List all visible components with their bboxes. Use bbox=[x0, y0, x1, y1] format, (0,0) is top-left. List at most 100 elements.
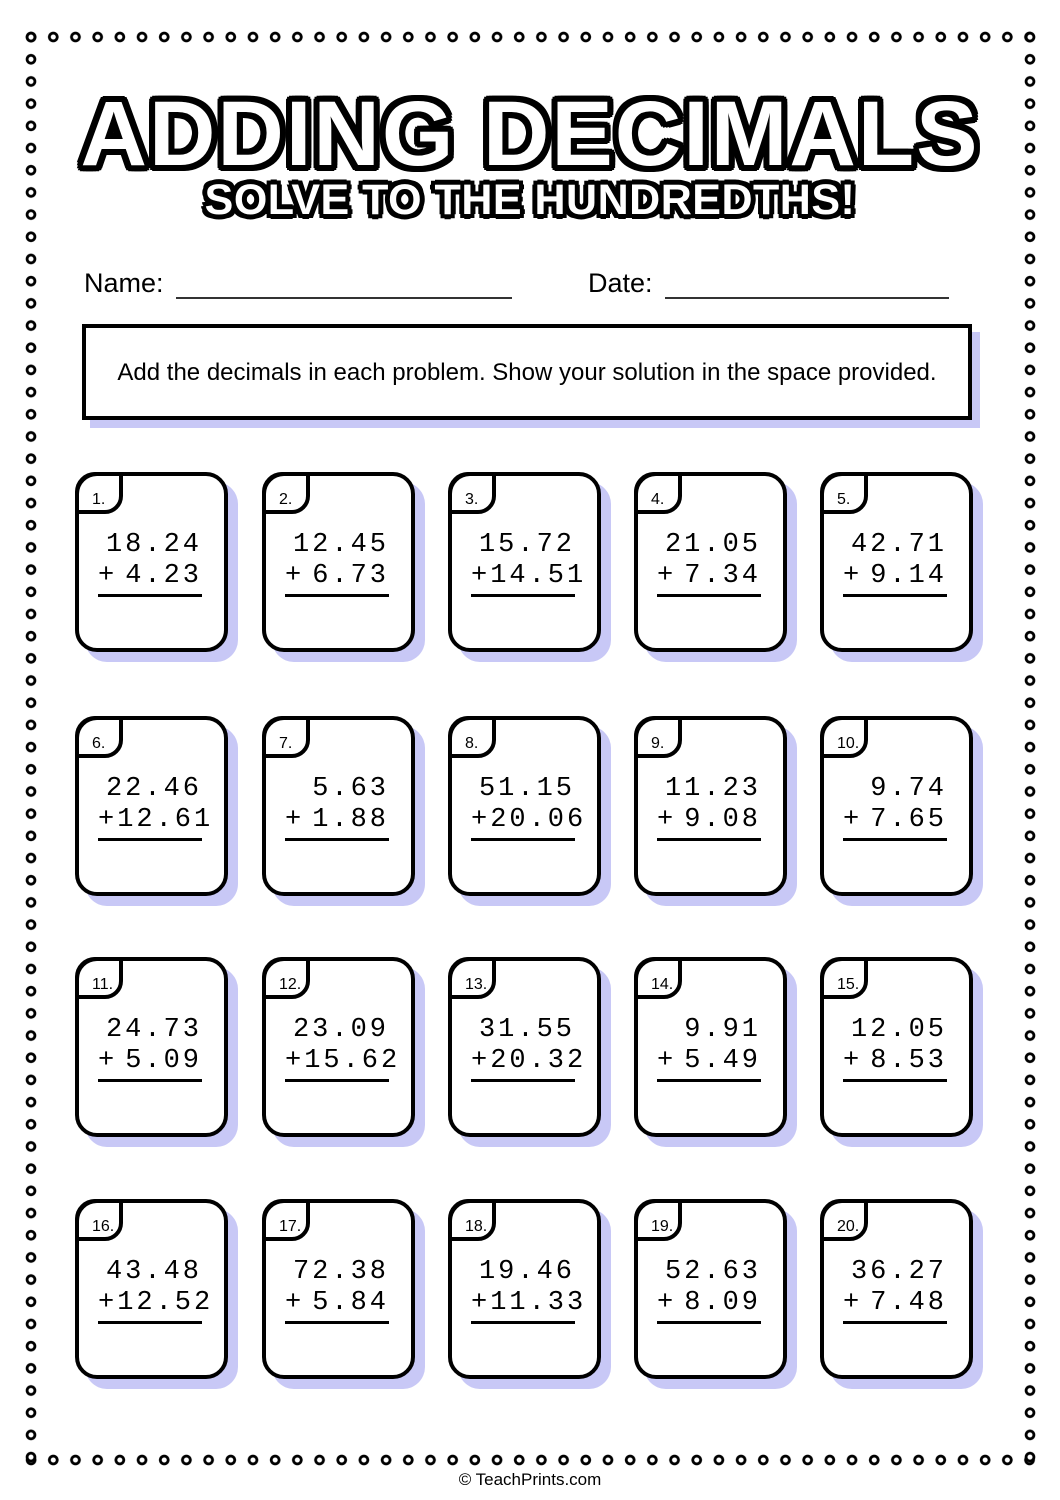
addend-top: 15.72 bbox=[478, 530, 575, 560]
problem-card[interactable]: 18. 19.46 + 11.33 bbox=[448, 1199, 601, 1379]
problem-number: 16. bbox=[75, 1199, 123, 1241]
problem-card[interactable]: 13. 31.55 + 20.32 bbox=[448, 957, 601, 1137]
addend-top: 31.55 bbox=[478, 1015, 575, 1045]
addend-top: 18.24 bbox=[105, 530, 202, 560]
addend-bottom-row: + 5.84 bbox=[285, 1288, 389, 1324]
addend-bottom-row: + 6.73 bbox=[285, 561, 389, 597]
addend-bottom-row: + 20.32 bbox=[471, 1046, 583, 1082]
addition-problem: 52.63 + 8.09 bbox=[657, 1257, 761, 1324]
instructions-text: Add the decimals in each problem. Show y… bbox=[117, 358, 937, 386]
problem-number: 8. bbox=[448, 716, 496, 758]
problem-card[interactable]: 19. 52.63 + 8.09 bbox=[634, 1199, 787, 1379]
addend-top: 12.45 bbox=[292, 530, 389, 560]
problem-card[interactable]: 16. 43.48 + 12.52 bbox=[75, 1199, 228, 1379]
page-subtitle: SOLVE TO THE HUNDREDTHS! bbox=[204, 176, 856, 224]
problem-card[interactable]: 17. 72.38 + 5.84 bbox=[262, 1199, 415, 1379]
addend-top: 23.09 bbox=[292, 1015, 389, 1045]
dotted-border-right bbox=[1019, 26, 1041, 1471]
plus-sign: + bbox=[285, 1288, 305, 1318]
problem-card[interactable]: 8. 51.15 + 20.06 bbox=[448, 716, 601, 896]
problem-card[interactable]: 1. 18.24 + 4.23 bbox=[75, 472, 228, 652]
problem-card[interactable]: 5. 42.71 + 9.14 bbox=[820, 472, 973, 652]
addend-bottom-row: + 4.23 bbox=[98, 561, 202, 597]
problem-card[interactable]: 15. 12.05 + 8.53 bbox=[820, 957, 973, 1137]
addend-bottom: 15.62 bbox=[304, 1046, 401, 1076]
dotted-border-left bbox=[20, 26, 42, 1471]
problem-number: 6. bbox=[75, 716, 123, 758]
date-input-line[interactable] bbox=[664, 269, 949, 299]
page-title: ADDING DECIMALS bbox=[80, 83, 980, 185]
problem-number: 7. bbox=[262, 716, 310, 758]
addend-bottom-row: + 12.61 bbox=[98, 805, 210, 841]
problem-card[interactable]: 2. 12.45 + 6.73 bbox=[262, 472, 415, 652]
plus-sign: + bbox=[657, 1046, 677, 1076]
problem-number: 20. bbox=[820, 1199, 868, 1241]
plus-sign: + bbox=[843, 805, 863, 835]
addend-bottom: 20.32 bbox=[490, 1046, 587, 1076]
name-input-line[interactable] bbox=[175, 269, 512, 299]
addend-bottom: 12.52 bbox=[117, 1288, 214, 1318]
date-field[interactable]: Date: bbox=[588, 268, 949, 299]
addend-bottom: 5.49 bbox=[684, 1046, 761, 1076]
problem-card[interactable]: 3. 15.72 + 14.51 bbox=[448, 472, 601, 652]
addition-problem: 43.48 + 12.52 bbox=[98, 1257, 210, 1324]
addend-top: 72.38 bbox=[292, 1257, 389, 1287]
addend-bottom: 9.08 bbox=[684, 805, 761, 835]
addend-top: 21.05 bbox=[664, 530, 761, 560]
addend-bottom-row: + 1.88 bbox=[285, 805, 389, 841]
addition-problem: 9.91 + 5.49 bbox=[657, 1015, 761, 1082]
problem-card[interactable]: 11. 24.73 + 5.09 bbox=[75, 957, 228, 1137]
addition-problem: 11.23 + 9.08 bbox=[657, 774, 761, 841]
addend-bottom-row: + 8.09 bbox=[657, 1288, 761, 1324]
problem-number: 4. bbox=[634, 472, 682, 514]
problem-card[interactable]: 12. 23.09 + 15.62 bbox=[262, 957, 415, 1137]
problem-number: 5. bbox=[820, 472, 868, 514]
addend-bottom: 9.14 bbox=[870, 561, 947, 591]
problem-number: 14. bbox=[634, 957, 682, 999]
name-field[interactable]: Name: bbox=[84, 268, 512, 299]
addend-bottom-row: + 7.48 bbox=[843, 1288, 947, 1324]
plus-sign: + bbox=[285, 1046, 305, 1076]
addend-bottom: 7.48 bbox=[870, 1288, 947, 1318]
addend-bottom: 5.09 bbox=[125, 1046, 202, 1076]
addend-bottom: 8.09 bbox=[684, 1288, 761, 1318]
plus-sign: + bbox=[843, 1046, 863, 1076]
problem-card[interactable]: 4. 21.05 + 7.34 bbox=[634, 472, 787, 652]
addition-problem: 72.38 + 5.84 bbox=[285, 1257, 389, 1324]
problem-card[interactable]: 9. 11.23 + 9.08 bbox=[634, 716, 787, 896]
addend-bottom: 20.06 bbox=[490, 805, 587, 835]
addition-problem: 22.46 + 12.61 bbox=[98, 774, 210, 841]
addend-bottom: 6.73 bbox=[312, 561, 389, 591]
addend-bottom-row: + 5.49 bbox=[657, 1046, 761, 1082]
plus-sign: + bbox=[657, 561, 677, 591]
problem-card[interactable]: 10. 9.74 + 7.65 bbox=[820, 716, 973, 896]
addition-problem: 15.72 + 14.51 bbox=[471, 530, 583, 597]
date-label: Date: bbox=[588, 268, 653, 298]
problem-number: 19. bbox=[634, 1199, 682, 1241]
plus-sign: + bbox=[471, 1288, 491, 1318]
problem-number: 11. bbox=[75, 957, 123, 999]
addition-problem: 23.09 + 15.62 bbox=[285, 1015, 397, 1082]
addend-bottom: 8.53 bbox=[870, 1046, 947, 1076]
addition-problem: 12.45 + 6.73 bbox=[285, 530, 389, 597]
problem-card[interactable]: 7. 5.63 + 1.88 bbox=[262, 716, 415, 896]
problem-number: 9. bbox=[634, 716, 682, 758]
problem-card[interactable]: 14. 9.91 + 5.49 bbox=[634, 957, 787, 1137]
addend-top: 43.48 bbox=[105, 1257, 202, 1287]
plus-sign: + bbox=[98, 561, 118, 591]
problem-number: 3. bbox=[448, 472, 496, 514]
problem-card[interactable]: 20. 36.27 + 7.48 bbox=[820, 1199, 973, 1379]
addend-bottom-row: + 7.34 bbox=[657, 561, 761, 597]
problem-card[interactable]: 6. 22.46 + 12.61 bbox=[75, 716, 228, 896]
addition-problem: 36.27 + 7.48 bbox=[843, 1257, 947, 1324]
plus-sign: + bbox=[471, 1046, 491, 1076]
problem-number: 12. bbox=[262, 957, 310, 999]
addition-problem: 5.63 + 1.88 bbox=[285, 774, 389, 841]
plus-sign: + bbox=[657, 805, 677, 835]
dotted-border-bottom bbox=[20, 1449, 1042, 1471]
addend-bottom-row: + 9.14 bbox=[843, 561, 947, 597]
addend-bottom-row: + 14.51 bbox=[471, 561, 583, 597]
plus-sign: + bbox=[471, 805, 491, 835]
addend-bottom: 11.33 bbox=[490, 1288, 587, 1318]
addend-bottom: 4.23 bbox=[125, 561, 202, 591]
